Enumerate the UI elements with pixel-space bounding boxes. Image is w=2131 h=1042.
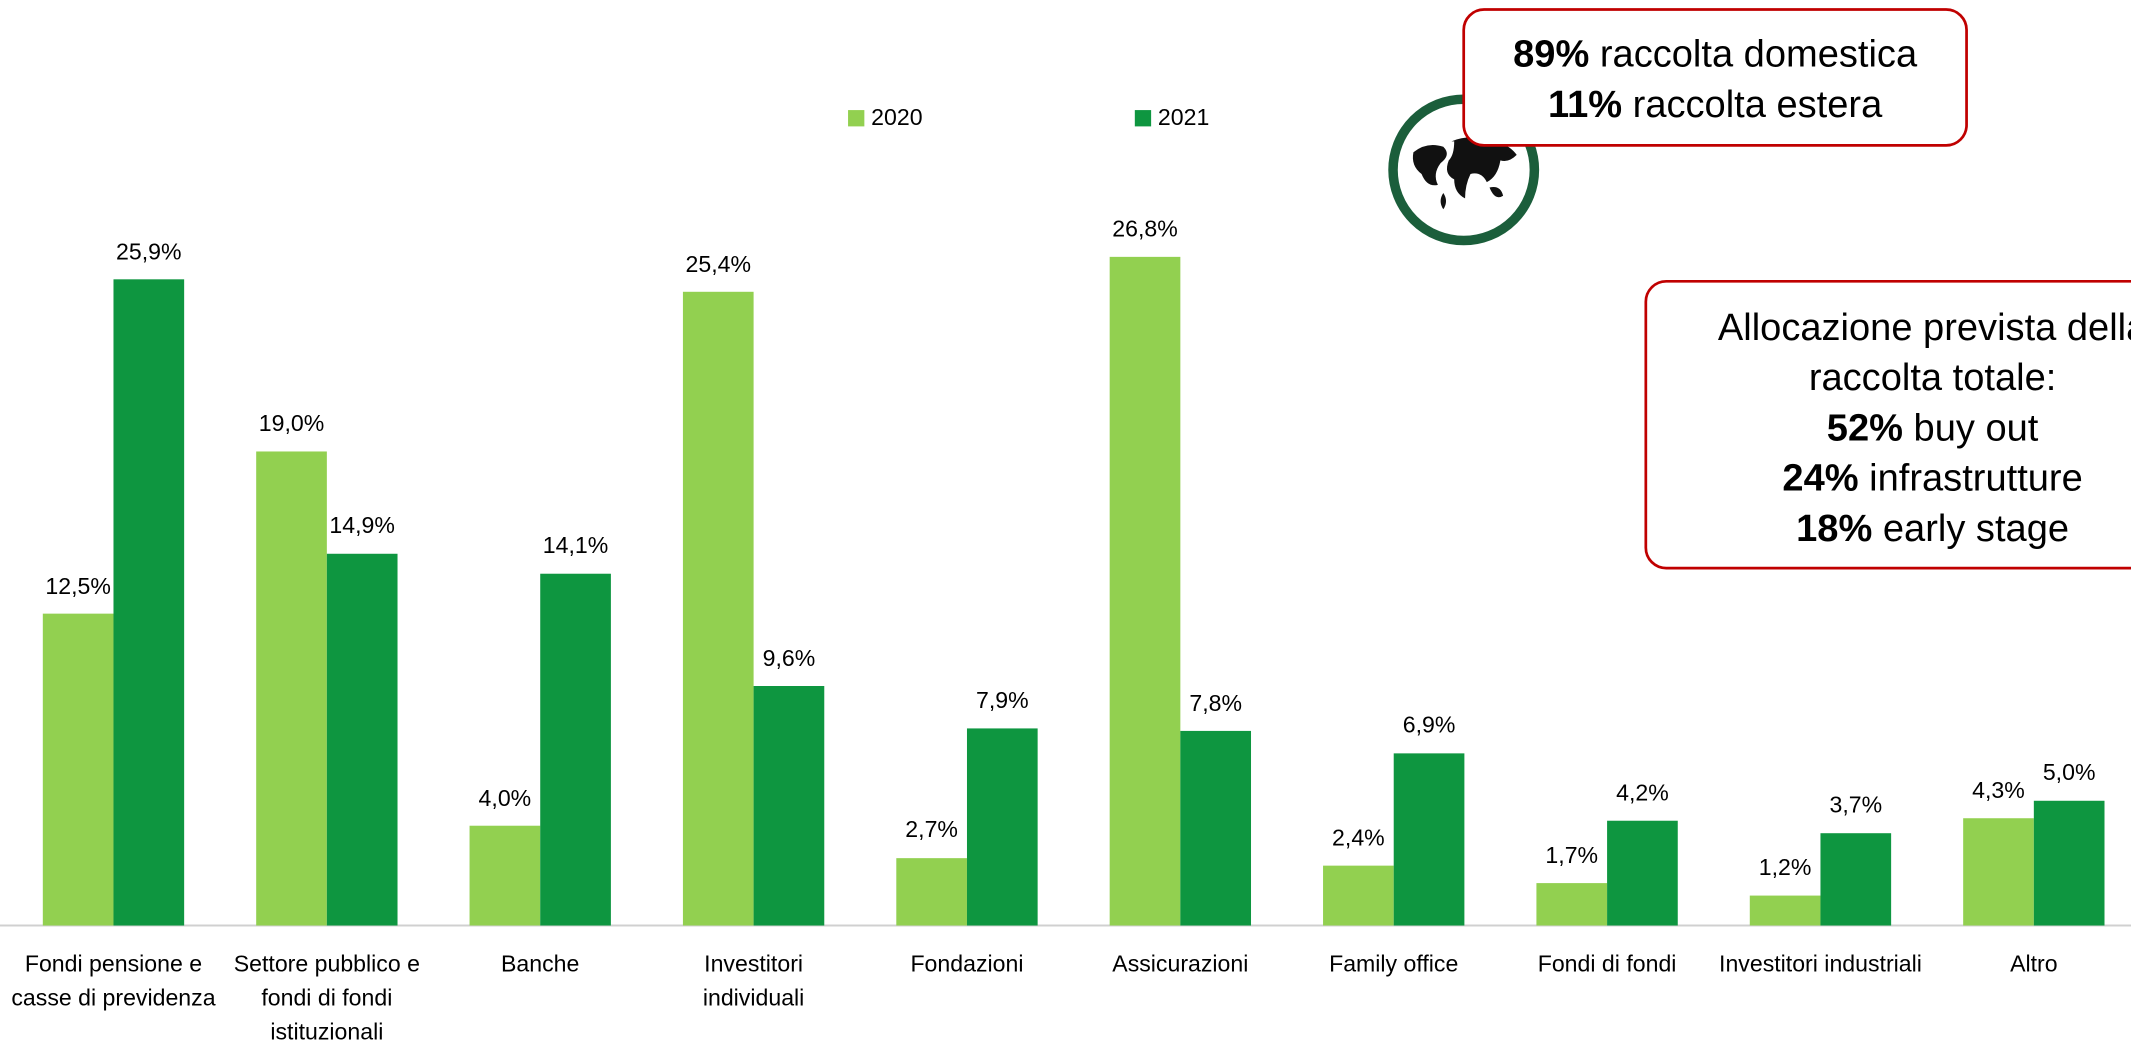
legend-label: 2021 (1157, 104, 1210, 131)
legend-label: 2020 (871, 104, 923, 131)
annotation-bold: 11% (1548, 82, 1623, 126)
annotation-text: raccolta domestica (1599, 32, 1918, 75)
data-label: 9,6% (762, 645, 816, 672)
bar (966, 728, 1038, 926)
bar (682, 291, 754, 926)
bar (2033, 800, 2105, 926)
annotation-line: 24% infrastrutture (1702, 453, 2131, 503)
data-label: 7,9% (975, 687, 1029, 714)
annotation-bold: 24% (1782, 456, 1859, 499)
bar (256, 451, 327, 926)
annotation-box: 89% raccolta domestica 11% raccolta ester… (1462, 8, 1968, 147)
bar (1180, 730, 1252, 926)
data-label: 1,2% (1758, 854, 1812, 881)
annotation-line: Allocazione prevista della (1702, 302, 2131, 352)
world-map (1412, 137, 1517, 210)
annotation-line: 18% early stage (1702, 503, 2131, 553)
bar (1109, 256, 1181, 926)
data-label: 4,0% (478, 784, 532, 811)
bar (1323, 865, 1394, 926)
annotation-text: buy out (1913, 406, 2039, 449)
legend-swatch (848, 110, 865, 127)
bar (1393, 753, 1465, 926)
data-label: 12,5% (45, 572, 111, 599)
x-tick-label: Investitori individuali (702, 951, 805, 1012)
data-label: 14,1% (542, 532, 609, 559)
bar (1607, 820, 1678, 926)
data-label: 3,7% (1829, 792, 1883, 819)
legend-item: 2021 (1134, 104, 1210, 132)
x-tick-label: Fondi pensione e casse di previdenza (11, 951, 216, 1012)
legend-swatch (1134, 110, 1152, 127)
data-label: 25,4% (685, 251, 752, 277)
annotation-box: Allocazione prevista della raccolta total… (1644, 279, 2131, 570)
x-tick-label: Fondi di fondi (1537, 951, 1677, 978)
bar (1963, 818, 2034, 926)
legend-item: 2020 (848, 105, 923, 132)
bar (1749, 895, 1821, 926)
data-label: 5,0% (2042, 759, 2096, 786)
x-tick-label: Family office (1329, 951, 1459, 978)
annotation-bold: 18% (1796, 506, 1873, 550)
bar (753, 686, 825, 926)
x-tick-label: Banche (501, 951, 580, 978)
annotation-line: 89% raccolta domestica (1465, 29, 1965, 79)
data-label: 14,9% (329, 512, 395, 539)
annotation-bold: 89% (1513, 32, 1590, 75)
bar (1536, 883, 1608, 926)
x-tick-label: Settore pubblico e fondi di fondi istitu… (233, 951, 420, 1042)
bar (42, 613, 114, 926)
annotation-line: 52% buy out (1702, 402, 2131, 452)
x-tick-label: Assicurazioni (1112, 951, 1249, 978)
annotation-text: raccolta totale: (1808, 356, 2057, 399)
annotation-bold: 52% (1826, 406, 1903, 449)
bar (896, 858, 967, 926)
data-label: 6,9% (1402, 712, 1456, 739)
data-label: 4,2% (1616, 779, 1669, 806)
bar (469, 825, 541, 926)
annotation-line: 11% raccolta estera (1465, 79, 1965, 129)
data-label: 2,7% (905, 817, 958, 844)
annotation-text: early stage (1882, 506, 2070, 550)
data-label: 4,3% (1972, 777, 2025, 804)
x-tick-label: Fondazioni (910, 951, 1024, 978)
bar (1820, 833, 1892, 926)
data-label: 25,9% (116, 238, 182, 265)
x-tick-label: Altro (2010, 951, 2058, 978)
data-label: 2,4% (1332, 824, 1385, 851)
bar (540, 573, 611, 926)
annotation-line: raccolta totale: (1702, 352, 2131, 402)
annotation-text: infrastrutture (1869, 456, 2083, 499)
data-label: 19,0% (258, 410, 325, 437)
data-label: 1,7% (1545, 842, 1599, 869)
annotation-text: Allocazione prevista della (1717, 305, 2131, 348)
x-tick-label: Investitori industriali (1719, 951, 1922, 978)
bar (326, 553, 398, 926)
data-label: 26,8% (1112, 216, 1178, 242)
data-label: 7,8% (1189, 690, 1243, 716)
annotation-text: raccolta estera (1632, 82, 1883, 126)
bar (113, 279, 185, 926)
